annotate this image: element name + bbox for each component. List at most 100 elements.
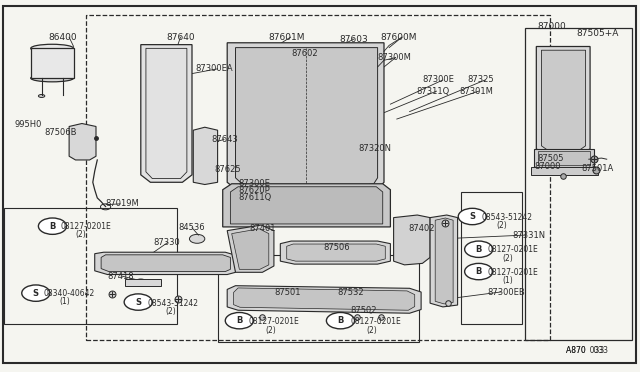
Text: (2): (2) — [76, 230, 86, 239]
Text: 87000: 87000 — [538, 22, 566, 31]
Text: A870 033: A870 033 — [566, 346, 609, 355]
Text: B: B — [49, 222, 56, 231]
Polygon shape — [101, 255, 230, 272]
Polygon shape — [95, 252, 236, 275]
Polygon shape — [223, 184, 390, 227]
Text: 08543-51242: 08543-51242 — [147, 299, 198, 308]
Text: S: S — [469, 212, 476, 221]
Text: 08127-0201E: 08127-0201E — [351, 317, 401, 326]
Text: (2): (2) — [366, 326, 377, 335]
Text: 87300EB: 87300EB — [488, 288, 525, 296]
Text: 87600M: 87600M — [381, 33, 417, 42]
Text: 08127-0201E: 08127-0201E — [61, 222, 111, 231]
Circle shape — [22, 285, 50, 301]
Text: 87331N: 87331N — [512, 231, 545, 240]
Text: 86400: 86400 — [48, 33, 77, 42]
Bar — [4, 208, 177, 324]
Text: 87502: 87502 — [351, 306, 377, 315]
Polygon shape — [227, 286, 421, 313]
Polygon shape — [280, 241, 390, 264]
Polygon shape — [435, 218, 453, 304]
Polygon shape — [534, 149, 594, 167]
Text: 87506B: 87506B — [45, 128, 77, 137]
Text: 87611Q: 87611Q — [238, 193, 271, 202]
Text: 87501A: 87501A — [581, 164, 613, 173]
Text: 87000: 87000 — [534, 162, 561, 171]
Text: 87643: 87643 — [211, 135, 238, 144]
Text: 08127-0201E: 08127-0201E — [488, 246, 538, 254]
Text: (2): (2) — [165, 307, 176, 316]
Polygon shape — [234, 288, 415, 310]
Text: 87401: 87401 — [250, 224, 276, 233]
Text: S: S — [135, 298, 141, 307]
Text: B: B — [337, 316, 344, 325]
Circle shape — [124, 294, 152, 310]
Text: 08127-0201E: 08127-0201E — [488, 268, 538, 277]
Text: B: B — [236, 316, 243, 325]
Text: (2): (2) — [266, 326, 276, 335]
Polygon shape — [141, 45, 192, 182]
Polygon shape — [31, 48, 74, 78]
Polygon shape — [236, 48, 378, 187]
Polygon shape — [536, 46, 590, 154]
Bar — [525, 28, 632, 340]
Text: 87019M: 87019M — [106, 199, 140, 208]
Text: B: B — [476, 245, 482, 254]
Polygon shape — [541, 50, 586, 150]
Text: 87532: 87532 — [337, 288, 364, 296]
Circle shape — [326, 312, 355, 329]
Text: 87330: 87330 — [154, 238, 180, 247]
Text: 87300E: 87300E — [422, 76, 454, 84]
Circle shape — [38, 218, 67, 234]
Bar — [218, 255, 419, 342]
Text: A870 033: A870 033 — [566, 346, 605, 355]
Circle shape — [134, 279, 147, 286]
Polygon shape — [232, 229, 269, 269]
Text: (2): (2) — [502, 254, 513, 263]
Circle shape — [465, 263, 493, 280]
Text: 08127-0201E: 08127-0201E — [248, 317, 299, 326]
Polygon shape — [125, 279, 161, 286]
Ellipse shape — [38, 94, 45, 97]
Text: 87505: 87505 — [538, 154, 564, 163]
Text: 995H0: 995H0 — [14, 120, 42, 129]
Bar — [86, 15, 550, 340]
Circle shape — [458, 208, 486, 225]
Text: 87505+A: 87505+A — [576, 29, 618, 38]
Bar — [461, 192, 522, 324]
Text: 87301M: 87301M — [460, 87, 493, 96]
Text: 87418: 87418 — [108, 272, 134, 280]
Text: (1): (1) — [59, 297, 70, 306]
Text: 87300EA: 87300EA — [195, 64, 233, 73]
Polygon shape — [531, 167, 598, 175]
Ellipse shape — [31, 44, 74, 52]
Polygon shape — [193, 127, 218, 185]
Polygon shape — [538, 151, 590, 165]
Text: 87603: 87603 — [339, 35, 368, 44]
Text: 08340-40642: 08340-40642 — [44, 289, 95, 298]
Polygon shape — [69, 124, 96, 160]
Text: 87300E: 87300E — [238, 179, 270, 187]
Text: 87311Q: 87311Q — [416, 87, 449, 96]
Text: 87501: 87501 — [274, 288, 300, 296]
Polygon shape — [287, 244, 385, 261]
Text: 87320N: 87320N — [358, 144, 392, 153]
Text: 87640: 87640 — [166, 33, 195, 42]
Text: (1): (1) — [502, 276, 513, 285]
Text: 87601M: 87601M — [269, 33, 305, 42]
Text: 87506: 87506 — [323, 243, 350, 252]
Circle shape — [225, 312, 253, 329]
Text: 87325: 87325 — [467, 76, 494, 84]
Circle shape — [465, 241, 493, 257]
Text: 87402: 87402 — [408, 224, 435, 233]
Polygon shape — [394, 215, 430, 265]
Text: S: S — [33, 289, 39, 298]
Text: 87300M: 87300M — [378, 53, 412, 62]
Text: (2): (2) — [496, 221, 507, 230]
Text: 87625: 87625 — [214, 165, 241, 174]
Polygon shape — [227, 43, 384, 193]
Text: 84536: 84536 — [178, 223, 205, 232]
Circle shape — [189, 234, 205, 243]
Text: 08543-51242: 08543-51242 — [481, 213, 532, 222]
Text: B: B — [476, 267, 482, 276]
